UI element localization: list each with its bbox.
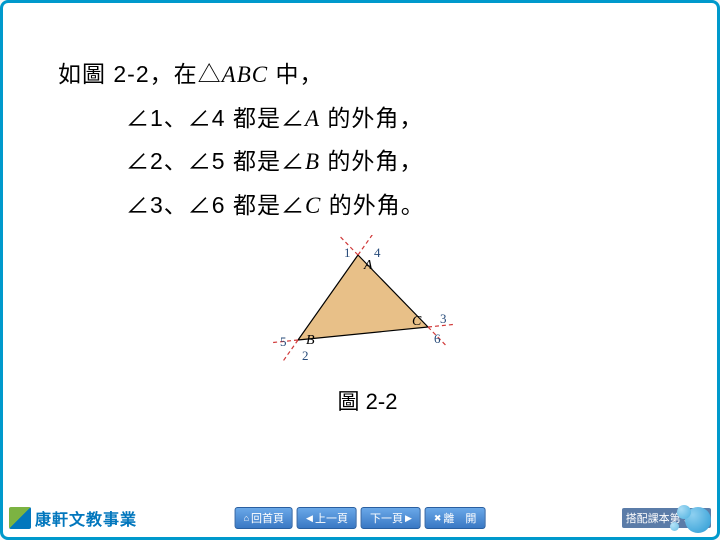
l2-post: 的外角， bbox=[320, 105, 423, 131]
l1-pre: 如圖 2-2，在△ bbox=[58, 61, 222, 87]
l3-pre: ∠2、∠5 都是∠ bbox=[126, 148, 305, 174]
figure-caption: 圖 2-2 bbox=[58, 384, 677, 416]
l1-post: 中， bbox=[268, 61, 323, 87]
svg-text:A: A bbox=[363, 258, 373, 273]
home-button[interactable]: ⌂回首頁 bbox=[235, 507, 293, 529]
brand-text: 康軒文教事業 bbox=[35, 506, 137, 530]
svg-text:C: C bbox=[412, 314, 422, 329]
home-icon: ⌂ bbox=[244, 513, 249, 523]
bubble-2 bbox=[677, 505, 691, 519]
line-3: ∠2、∠5 都是∠B 的外角， bbox=[126, 140, 677, 184]
l4-pre: ∠3、∠6 都是∠ bbox=[126, 192, 305, 218]
triangle-figure: A B C 1 4 52 3 6 bbox=[248, 235, 488, 375]
logo-area: 康軒文教事業 bbox=[9, 506, 137, 530]
l4-post: 的外角。 bbox=[321, 192, 424, 218]
bottom-bar: 康軒文教事業 ⌂回首頁 ◀上一頁 下一頁▶ ✖離 開 搭配課本第 99頁 bbox=[3, 499, 717, 537]
exit-label: 離 開 bbox=[443, 510, 476, 526]
l1-abc: ABC bbox=[222, 62, 268, 87]
content-area: 如圖 2-2，在△ABC 中， ∠1、∠4 都是∠A 的外角， ∠2、∠5 都是… bbox=[3, 3, 717, 416]
home-label: 回首頁 bbox=[251, 510, 284, 526]
text-block: 如圖 2-2，在△ABC 中， ∠1、∠4 都是∠A 的外角， ∠2、∠5 都是… bbox=[58, 53, 677, 227]
slide-frame: 如圖 2-2，在△ABC 中， ∠1、∠4 都是∠A 的外角， ∠2、∠5 都是… bbox=[0, 0, 720, 540]
prev-icon: ◀ bbox=[306, 513, 313, 524]
logo-icon bbox=[9, 507, 31, 529]
svg-text:3: 3 bbox=[440, 311, 447, 326]
svg-text:6: 6 bbox=[434, 331, 441, 346]
svg-text:B: B bbox=[306, 333, 315, 348]
l2-pre: ∠1、∠4 都是∠ bbox=[126, 105, 305, 131]
bubble-3 bbox=[670, 522, 679, 531]
exit-button[interactable]: ✖離 開 bbox=[425, 507, 486, 529]
prev-label: 上一頁 bbox=[315, 510, 348, 526]
svg-text:4: 4 bbox=[374, 245, 381, 260]
next-label: 下一頁 bbox=[370, 510, 403, 526]
next-button[interactable]: 下一頁▶ bbox=[361, 507, 421, 529]
line-4: ∠3、∠6 都是∠C 的外角。 bbox=[126, 184, 677, 228]
l2-var: A bbox=[305, 106, 320, 131]
bubble-decoration bbox=[663, 499, 713, 535]
l3-post: 的外角， bbox=[320, 148, 423, 174]
svg-text:5: 5 bbox=[280, 334, 287, 349]
nav-buttons: ⌂回首頁 ◀上一頁 下一頁▶ ✖離 開 bbox=[235, 507, 486, 529]
l3-var: B bbox=[305, 149, 320, 174]
line-2: ∠1、∠4 都是∠A 的外角， bbox=[126, 97, 677, 141]
svg-text:2: 2 bbox=[302, 348, 309, 363]
line-1: 如圖 2-2，在△ABC 中， bbox=[58, 53, 677, 97]
figure-wrap: A B C 1 4 52 3 6 圖 2-2 bbox=[58, 235, 677, 416]
exit-icon: ✖ bbox=[434, 513, 442, 524]
svg-text:1: 1 bbox=[344, 245, 351, 260]
prev-button[interactable]: ◀上一頁 bbox=[297, 507, 357, 529]
l4-var: C bbox=[305, 193, 321, 218]
next-icon: ▶ bbox=[405, 513, 412, 524]
